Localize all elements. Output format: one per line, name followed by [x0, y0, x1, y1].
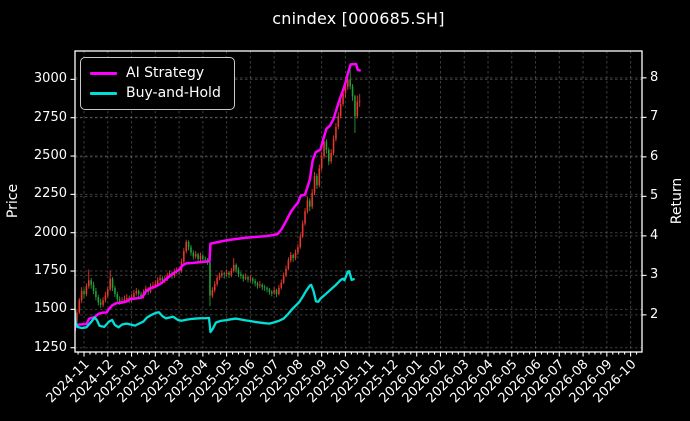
- return-tick-label: 5: [650, 188, 659, 204]
- return-tick-label: 8: [650, 69, 659, 85]
- legend-label: AI Strategy: [126, 65, 205, 81]
- ai-strategy-line-swatch: [90, 71, 117, 75]
- legend-item-ai-strategy: AI Strategy: [90, 63, 221, 83]
- legend-item-buy-and-hold: Buy-and-Hold: [90, 83, 221, 103]
- price-tick-label: 2750: [33, 109, 67, 125]
- price-tick-label: 1250: [33, 339, 67, 355]
- legend-label: Buy-and-Hold: [126, 85, 221, 101]
- buy-and-hold-line-swatch: [90, 91, 117, 95]
- return-tick-label: 3: [650, 267, 659, 283]
- price-tick-label: 2000: [33, 224, 67, 240]
- price-tick-label: 3000: [33, 71, 67, 87]
- return-tick-label: 7: [650, 109, 659, 125]
- return-tick-label: 2: [650, 306, 659, 322]
- return-tick-label: 4: [650, 227, 659, 243]
- chart-title: cnindex [000685.SH]: [272, 9, 445, 28]
- price-tick-label: 2500: [33, 148, 67, 164]
- legend: AI Strategy Buy-and-Hold: [80, 57, 235, 110]
- return-tick-label: 6: [650, 148, 659, 164]
- price-tick-label: 2250: [33, 186, 67, 202]
- price-tick-label: 1750: [33, 263, 67, 279]
- price-tick-label: 1500: [33, 301, 67, 317]
